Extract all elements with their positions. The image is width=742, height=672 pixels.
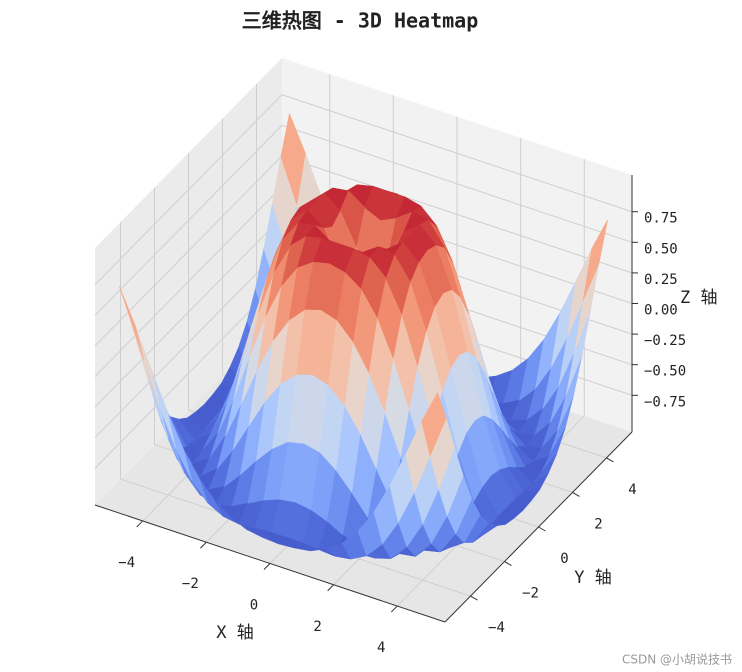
grid-line	[94, 247, 283, 439]
grid-line	[94, 186, 283, 377]
z-tick-label: −0.75	[644, 394, 686, 410]
z-tick-label: 0.75	[644, 211, 678, 227]
tick-mark	[263, 563, 271, 570]
z-axis-label: Z 轴	[680, 288, 717, 308]
x-tick-label: 2	[313, 619, 321, 635]
tick-mark	[572, 492, 580, 497]
grid-line	[94, 216, 283, 408]
tick-mark	[200, 541, 207, 549]
surface-patch	[361, 257, 387, 318]
grid-line	[281, 94, 633, 213]
grid-line	[94, 94, 283, 286]
watermark: CSDN @小胡说技书	[622, 652, 732, 667]
z-tick-label: 0.00	[644, 303, 678, 319]
grid-line	[94, 155, 283, 347]
surface	[119, 113, 608, 560]
x-axis-line	[94, 504, 446, 623]
y-tick-label: −4	[488, 620, 505, 636]
y-tick-label: 0	[560, 551, 568, 567]
z-tick-label: −0.25	[644, 333, 686, 349]
tick-mark	[327, 584, 334, 592]
x-axis-label: X 轴	[216, 623, 253, 643]
y-axis-line	[444, 431, 633, 623]
z-tick-label: 0.25	[644, 272, 678, 288]
y-tick-label: −2	[522, 586, 539, 602]
tick-mark	[390, 605, 398, 613]
y-tick-label: 4	[628, 482, 636, 498]
tick-mark	[606, 457, 614, 463]
surface-patch	[280, 113, 306, 205]
surface-patch	[421, 392, 447, 457]
grid-line	[281, 124, 633, 243]
y-tick-label: 2	[594, 516, 602, 532]
y-axis-label: Y 轴	[574, 568, 611, 588]
surface-patch	[582, 219, 608, 301]
x-tick-label: −2	[182, 576, 199, 592]
grid-line	[94, 124, 283, 316]
chart-title: 三维热图 - 3D Heatmap	[242, 9, 479, 33]
z-tick-label: −0.50	[644, 364, 686, 380]
surface-patch	[119, 285, 145, 361]
tick-mark	[504, 561, 512, 566]
x-tick-label: −4	[118, 555, 135, 571]
tick-mark	[538, 526, 546, 532]
tick-mark	[136, 520, 144, 528]
x-tick-label: 0	[250, 598, 258, 614]
grid-line	[281, 155, 633, 274]
x-tick-label: 4	[377, 640, 385, 656]
z-tick-label: 0.50	[644, 241, 678, 257]
tick-mark	[470, 595, 478, 601]
